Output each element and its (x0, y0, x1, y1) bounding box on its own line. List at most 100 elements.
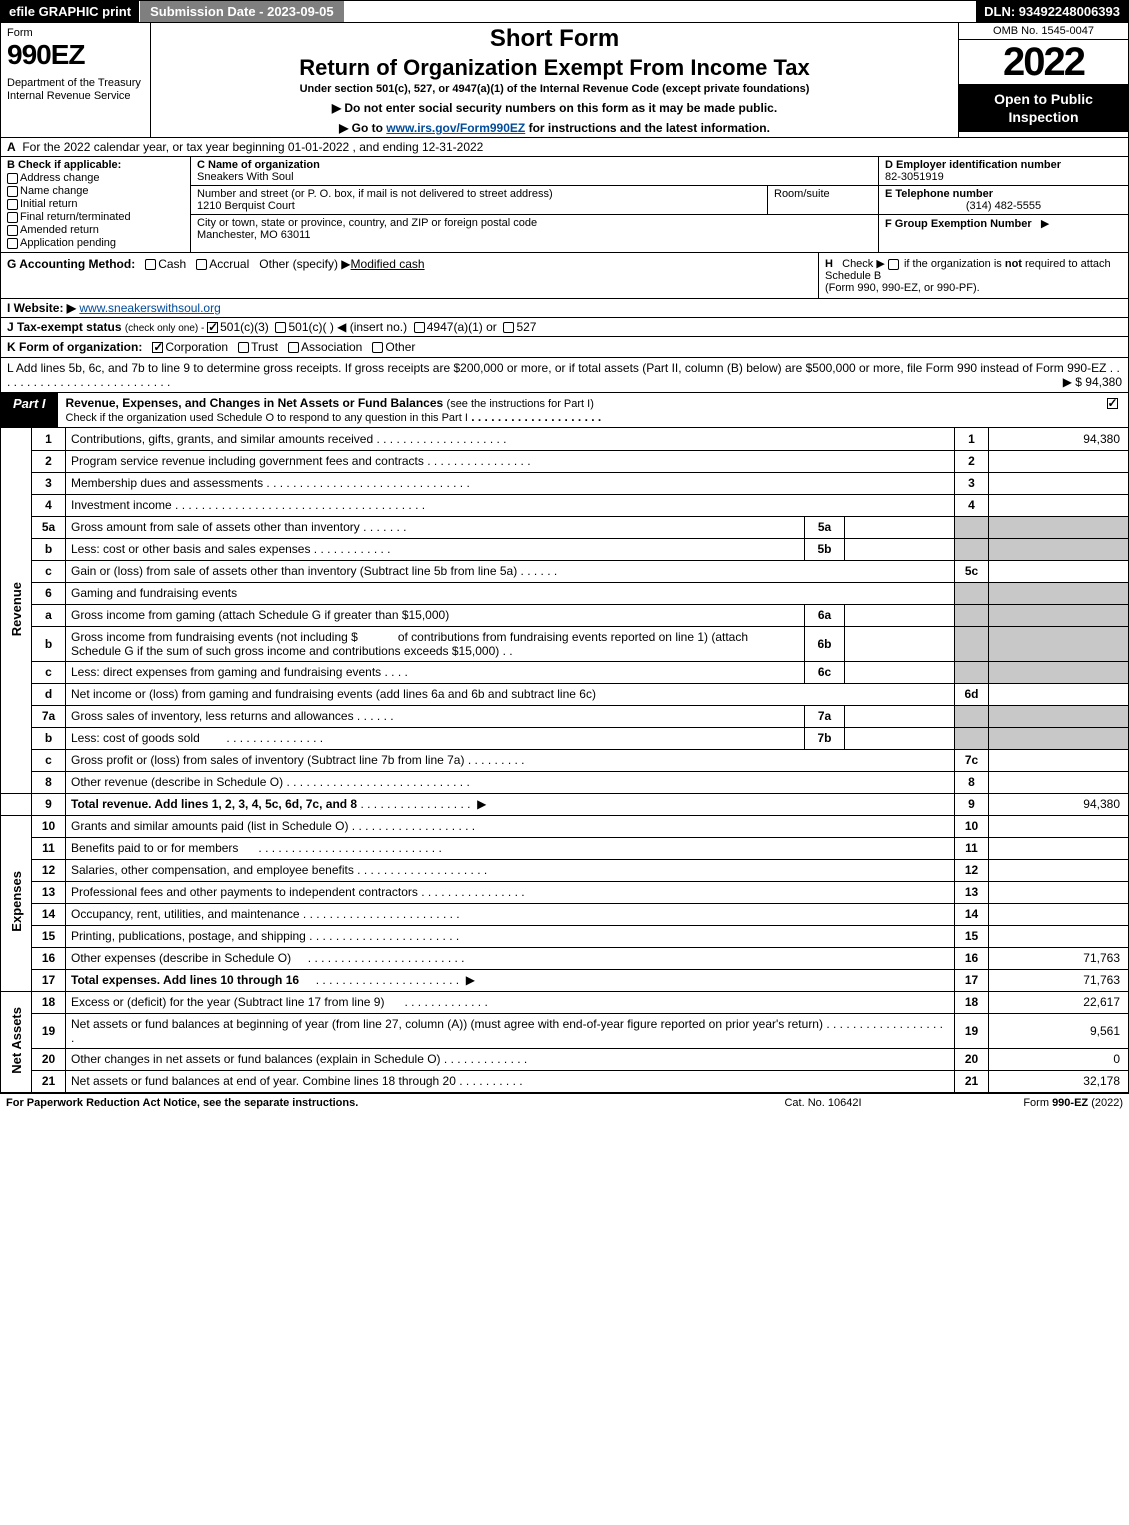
checkbox-other[interactable] (372, 342, 383, 353)
shaded-cell (955, 727, 989, 749)
line-num: 7a (32, 705, 66, 727)
opt-name-change: Name change (20, 185, 89, 197)
inner-val (845, 727, 955, 749)
line-desc: Net income or (loss) from gaming and fun… (66, 683, 955, 705)
checkbox-501c3[interactable] (207, 322, 218, 333)
checkbox-application-pending[interactable] (7, 238, 18, 249)
part1-table: Revenue 1 Contributions, gifts, grants, … (0, 428, 1129, 1093)
open-to-public-badge: Open to Public Inspection (959, 84, 1128, 132)
line-value: 94,380 (989, 793, 1129, 815)
form-word: Form (7, 27, 144, 39)
footer-right-form: 990-EZ (1052, 1097, 1088, 1109)
checkbox-corporation[interactable] (152, 342, 163, 353)
line-desc: Program service revenue including govern… (71, 454, 424, 468)
checkbox-501c[interactable] (275, 322, 286, 333)
group-exemption-cell: F Group Exemption Number ▶ (879, 215, 1128, 252)
opt-address-change: Address change (20, 172, 100, 184)
checkbox-527[interactable] (503, 322, 514, 333)
table-row: 15 Printing, publications, postage, and … (1, 925, 1129, 947)
line-value: 71,763 (989, 969, 1129, 991)
line-ref: 4 (955, 494, 989, 516)
goto-suffix: for instructions and the latest informat… (525, 121, 770, 135)
top-bar: efile GRAPHIC print Submission Date - 20… (0, 0, 1129, 23)
line-value (989, 859, 1129, 881)
checkbox-initial-return[interactable] (7, 199, 18, 210)
line-value (989, 450, 1129, 472)
line-ref: 21 (955, 1070, 989, 1092)
line-h: H Check ▶ if the organization is not req… (818, 253, 1128, 298)
form-header: Form 990EZ Department of the Treasury In… (0, 23, 1129, 138)
line-ref: 6d (955, 683, 989, 705)
table-row: Expenses 10 Grants and similar amounts p… (1, 815, 1129, 837)
form-id-block: Form 990EZ Department of the Treasury In… (1, 23, 151, 137)
shaded-cell (989, 705, 1129, 727)
table-row: 4 Investment income . . . . . . . . . . … (1, 494, 1129, 516)
line-num: 19 (32, 1013, 66, 1048)
line-num: 9 (32, 793, 66, 815)
inner-val (845, 516, 955, 538)
inner-num: 7a (805, 705, 845, 727)
radio-cash[interactable] (145, 259, 156, 270)
a-label: A (7, 140, 16, 154)
line-desc: Grants and similar amounts paid (list in… (71, 819, 348, 833)
shaded-cell (955, 705, 989, 727)
line-desc: Total revenue. Add lines 1, 2, 3, 4, 5c,… (71, 797, 357, 811)
line-desc: Professional fees and other payments to … (71, 885, 418, 899)
line-ref: 5c (955, 560, 989, 582)
line-i: I Website: ▶ www.sneakerswithsoul.org (0, 299, 1129, 318)
title-block: Short Form Return of Organization Exempt… (151, 23, 958, 137)
short-form-title: Short Form (157, 25, 952, 53)
irs-link[interactable]: www.irs.gov/Form990EZ (386, 121, 525, 135)
line-num: 17 (32, 969, 66, 991)
checkbox-address-change[interactable] (7, 173, 18, 184)
line-desc: Other changes in net assets or fund bala… (71, 1052, 441, 1066)
shaded-cell (989, 626, 1129, 661)
line-num: c (32, 749, 66, 771)
line-desc: Gross income from gaming (attach Schedul… (66, 604, 805, 626)
city-value: Manchester, MO 63011 (197, 229, 311, 241)
line-ref: 18 (955, 991, 989, 1013)
opt-other: Other (specify) (259, 257, 338, 271)
efile-print-button[interactable]: efile GRAPHIC print (1, 1, 140, 22)
radio-accrual[interactable] (196, 259, 207, 270)
department-label: Department of the Treasury Internal Reve… (7, 77, 144, 103)
line-num: 4 (32, 494, 66, 516)
checkbox-amended-return[interactable] (7, 225, 18, 236)
table-row: d Net income or (loss) from gaming and f… (1, 683, 1129, 705)
l-amount: ▶ $ 94,380 (1063, 375, 1122, 389)
g-label: G Accounting Method: (7, 257, 135, 271)
checkbox-name-change[interactable] (7, 186, 18, 197)
line-k: K Form of organization: Corporation Trus… (0, 337, 1129, 358)
checkbox-association[interactable] (288, 342, 299, 353)
line-g: G Accounting Method: Cash Accrual Other … (1, 253, 818, 298)
org-name-cell: C Name of organization Sneakers With Sou… (191, 157, 878, 186)
checkbox-schedule-o[interactable] (1107, 398, 1118, 409)
line-ref: 19 (955, 1013, 989, 1048)
line-desc: Net assets or fund balances at end of ye… (71, 1074, 456, 1088)
footer-center: Cat. No. 10642I (723, 1097, 923, 1109)
checkbox-final-return[interactable] (7, 212, 18, 223)
telephone-cell: E Telephone number (314) 482-5555 (879, 186, 1128, 215)
website-link[interactable]: www.sneakerswithsoul.org (79, 301, 220, 315)
table-row: b Less: cost of goods sold . . . . . . .… (1, 727, 1129, 749)
shaded-cell (955, 626, 989, 661)
shaded-cell (989, 516, 1129, 538)
checkbox-schedule-b[interactable] (888, 259, 899, 270)
table-row: 8 Other revenue (describe in Schedule O)… (1, 771, 1129, 793)
table-row: Net Assets 18 Excess or (deficit) for th… (1, 991, 1129, 1013)
opt-4947: 4947(a)(1) or (427, 320, 497, 334)
shaded-cell (955, 538, 989, 560)
line-ref: 20 (955, 1048, 989, 1070)
line-desc: Less: cost or other basis and sales expe… (71, 542, 310, 556)
checkbox-trust[interactable] (238, 342, 249, 353)
line-num: 13 (32, 881, 66, 903)
line-desc: Other revenue (describe in Schedule O) (71, 775, 283, 789)
city-label: City or town, state or province, country… (197, 217, 537, 229)
line-ref: 2 (955, 450, 989, 472)
checkbox-4947[interactable] (414, 322, 425, 333)
tax-year: 2022 (959, 40, 1128, 84)
table-row: c Gain or (loss) from sale of assets oth… (1, 560, 1129, 582)
line-desc: Less: cost of goods sold (71, 731, 200, 745)
omb-number: OMB No. 1545-0047 (959, 23, 1128, 40)
page-footer: For Paperwork Reduction Act Notice, see … (0, 1093, 1129, 1112)
